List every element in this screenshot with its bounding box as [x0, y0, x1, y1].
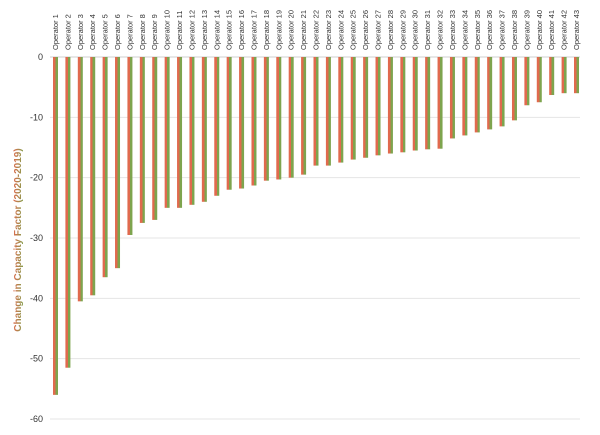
bar	[412, 57, 418, 151]
bar	[77, 57, 83, 302]
x-category-label: Operator 16	[237, 10, 246, 50]
bar	[462, 57, 468, 136]
bar	[325, 57, 331, 166]
x-category-label: Operator 10	[163, 10, 172, 50]
y-tick-label: -40	[30, 293, 43, 303]
bar	[425, 57, 431, 150]
bar	[164, 57, 170, 208]
bar	[375, 57, 381, 156]
x-category-label: Operator 14	[212, 10, 221, 50]
bar	[363, 57, 369, 158]
bar	[499, 57, 505, 127]
bar	[313, 57, 319, 166]
x-category-label: Operator 11	[175, 11, 184, 50]
x-category-label: Operator 34	[460, 10, 469, 50]
x-category-label: Operator 12	[187, 10, 196, 50]
x-category-label: Operator 2	[63, 14, 72, 50]
x-category-label: Operator 25	[349, 10, 358, 50]
x-category-label: Operator 21	[299, 10, 308, 50]
y-axis-label: Change in Capacity Factor (2020-2019)	[13, 148, 24, 331]
x-category-label: Operator 38	[510, 10, 519, 50]
y-tick-label: -30	[30, 233, 43, 243]
x-category-label: Operator 31	[423, 10, 432, 50]
bar	[474, 57, 480, 133]
y-tick-label: 0	[38, 52, 43, 62]
x-category-label: Operator 37	[498, 10, 507, 50]
bar	[65, 57, 71, 368]
x-category-label: Operator 19	[274, 10, 283, 50]
x-category-label: Operator 13	[200, 10, 209, 50]
bar	[574, 57, 579, 94]
bar	[102, 57, 108, 278]
x-category-label: Operator 5	[101, 14, 110, 50]
bar	[350, 57, 356, 160]
y-tick-label: -20	[30, 173, 43, 183]
x-category-label: Operator 33	[448, 10, 457, 50]
x-category-label: Operator 41	[547, 10, 556, 50]
x-category-label: Operator 7	[125, 14, 134, 50]
x-category-label: Operator 40	[535, 10, 544, 50]
x-category-label: Operator 36	[485, 10, 494, 50]
x-category-label: Operator 6	[113, 14, 122, 50]
bar	[387, 57, 393, 154]
gridlines	[50, 56, 580, 420]
bar	[201, 57, 207, 202]
bar	[561, 57, 567, 94]
bar	[226, 57, 232, 190]
bar	[177, 57, 183, 208]
bar	[115, 57, 121, 269]
x-category-label: Operator 18	[262, 10, 271, 50]
x-category-label: Operator 8	[138, 14, 147, 50]
x-category-label: Operator 28	[386, 10, 395, 50]
x-category-label: Operator 32	[436, 10, 445, 50]
bar	[276, 57, 282, 180]
x-category-label: Operator 26	[361, 10, 370, 50]
bar	[251, 57, 257, 186]
bars	[53, 57, 579, 395]
bar	[90, 57, 96, 296]
y-axis-ticks: 0 -10 -20 -30 -40 -50 -60	[30, 52, 43, 424]
bar	[400, 57, 406, 153]
x-category-label: Operator 39	[522, 10, 531, 50]
bar	[189, 57, 195, 205]
x-category-label: Operator 3	[76, 14, 85, 50]
y-tick-label: -60	[30, 414, 43, 424]
bar	[338, 57, 344, 163]
x-category-label: Operator 24	[336, 10, 345, 50]
bar	[487, 57, 493, 130]
x-category-label: Operator 20	[287, 10, 296, 50]
y-tick-label: -50	[30, 354, 43, 364]
x-category-label: Operator 22	[312, 10, 321, 50]
x-category-label: Operator 1	[51, 14, 60, 50]
x-category-label: Operator 35	[473, 10, 482, 50]
bar	[139, 57, 145, 223]
bar	[511, 57, 517, 121]
x-category-label: Operator 29	[398, 10, 407, 50]
bar	[127, 57, 133, 235]
bar	[437, 57, 443, 149]
x-category-label: Operator 23	[324, 10, 333, 50]
bar	[549, 57, 555, 96]
y-tick-label: -10	[30, 112, 43, 122]
x-category-label: Operator 4	[88, 14, 97, 50]
x-axis-categories: Operator 1 Operator 2 Operator 3 Operator 4…	[51, 10, 581, 50]
bar	[214, 57, 220, 196]
x-category-label: Operator 43	[572, 10, 581, 50]
bar	[524, 57, 530, 106]
x-category-label: Operator 42	[560, 10, 569, 50]
x-category-label: Operator 17	[249, 10, 258, 50]
x-category-label: Operator 15	[225, 10, 234, 50]
bar	[263, 57, 269, 181]
bar	[449, 57, 455, 139]
bar	[536, 57, 542, 103]
bar	[301, 57, 307, 175]
bar	[152, 57, 158, 220]
bar	[53, 57, 58, 395]
x-category-label: Operator 30	[411, 10, 420, 50]
x-category-label: Operator 27	[374, 10, 383, 50]
bar	[239, 57, 245, 189]
bar	[288, 57, 294, 178]
x-category-label: Operator 9	[150, 14, 159, 50]
